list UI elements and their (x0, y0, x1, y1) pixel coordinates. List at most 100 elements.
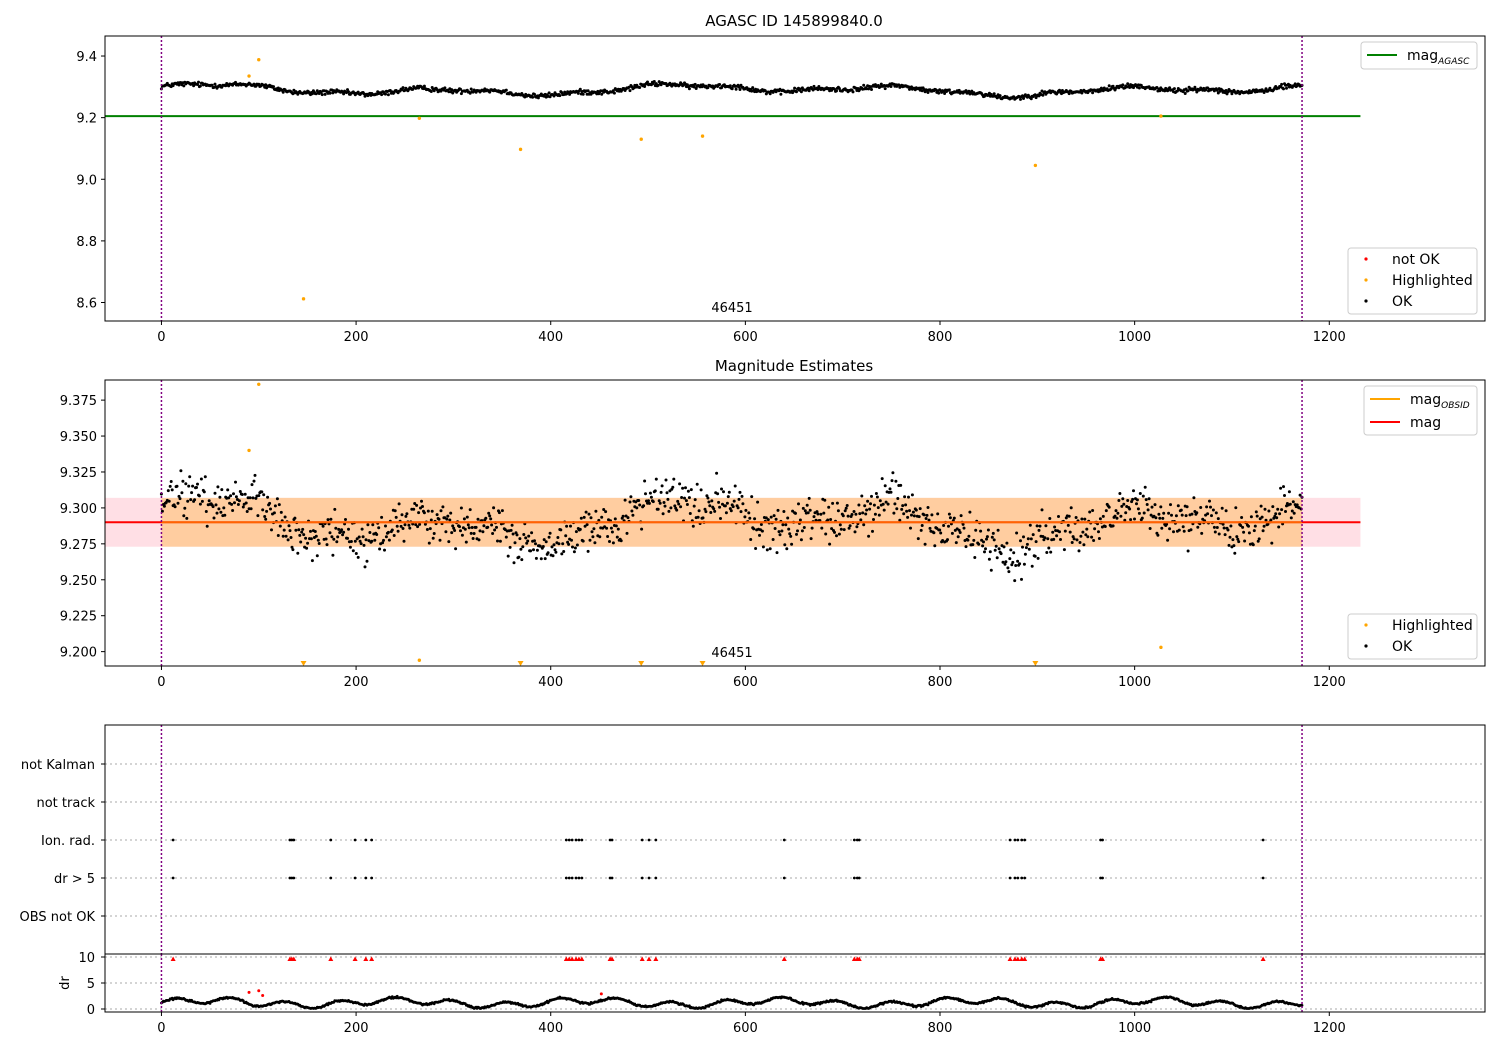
p3-flag-point-2-10 (570, 838, 574, 842)
p3-flag-point-3-17 (647, 876, 651, 880)
p1-ok-point (693, 82, 697, 86)
p2-ok-point (384, 535, 388, 539)
p2-ok-point (1072, 537, 1076, 541)
p2-ok-point (907, 495, 910, 499)
p2-ok-point (394, 515, 398, 519)
p3-flag-point-2-12 (577, 838, 581, 842)
p2-ok-point (653, 489, 657, 493)
p4-ytick-label-0: 0 (87, 1003, 95, 1018)
p1-ok-point (581, 92, 585, 96)
p2-ok-point (183, 506, 187, 510)
p2-ok-point (1180, 513, 1184, 517)
p2-ok-point (920, 524, 924, 527)
p2-ok-point (1159, 505, 1163, 509)
p1-ytick-label-9.0: 9.0 (76, 173, 97, 188)
p3-flag-point-2-9 (567, 838, 571, 842)
p2-ok-point (446, 514, 450, 518)
p2-ok-point (1020, 577, 1023, 581)
p2-ok-point (772, 514, 776, 518)
p2-ok-point (608, 540, 611, 543)
p2-ok-point (346, 536, 349, 540)
p2-ok-point (1212, 525, 1216, 529)
p1-xtick-label-200: 200 (344, 330, 369, 345)
p2-ok-point (587, 512, 591, 516)
p2-ok-point (1022, 535, 1025, 539)
p2-ok-point (591, 535, 595, 539)
p1-ok-point (652, 80, 656, 83)
p3-flag-point-2-19 (782, 838, 786, 842)
p2-ok-point (334, 526, 338, 530)
legend-ok: OK (1392, 294, 1413, 310)
p2-ok-point (1181, 525, 1185, 529)
p2-ok-point (712, 507, 716, 511)
p2-ok-point (1185, 505, 1189, 509)
p2-ok-point (559, 528, 563, 532)
p2-ok-point (679, 505, 683, 509)
p4-over-limit-marker-5 (352, 956, 358, 961)
p2-ok-point (405, 512, 409, 516)
p2-ok-point (525, 541, 529, 545)
p2-ok-point (567, 542, 571, 546)
p2-ok-point (413, 502, 417, 505)
p2-ok-point (600, 515, 604, 519)
p2-ok-point (432, 532, 436, 535)
p2-ok-point (967, 534, 971, 538)
p2-ok-point (1093, 527, 1097, 531)
p2-ok-point (466, 523, 470, 527)
p2-ok-point (344, 518, 347, 521)
p2-ok-point (1287, 490, 1291, 494)
p2-ok-point (241, 505, 245, 509)
p2-ok-point (868, 507, 872, 511)
p2-ok-point (382, 538, 385, 542)
p2-ok-point (1121, 497, 1125, 501)
p1-xtick-label-800: 800 (928, 330, 953, 345)
p1-ok-point (998, 94, 1002, 98)
p2-ok-point (1150, 505, 1154, 509)
p2-ok-point (876, 506, 880, 510)
p2-ok-point (1259, 504, 1263, 508)
p1-highlighted-point-1 (257, 58, 261, 62)
p2-ok-point (1009, 548, 1013, 552)
p2-ok-point (236, 503, 240, 506)
p2-ok-point (1138, 492, 1142, 495)
p2-ok-point (605, 526, 609, 530)
p3-flag-point-2-26 (1020, 838, 1024, 842)
p2-ok-point (983, 550, 986, 554)
p2-ok-point (1161, 516, 1165, 520)
p2-ok-point (1029, 537, 1033, 541)
p3-flag-point-2-23 (1008, 838, 1012, 842)
p2-ok-point (1022, 562, 1026, 566)
p2-ok-point (1019, 539, 1022, 543)
p2-ok-point (276, 534, 280, 537)
p1-ok-point (459, 87, 462, 91)
p2-ok-point (1252, 529, 1256, 533)
p1-ok-point (870, 88, 873, 91)
p2-ok-point (515, 533, 519, 537)
panel2-title: Magnitude Estimates (715, 357, 873, 375)
p2-ok-point (570, 538, 573, 542)
p2-ok-point (1067, 514, 1071, 518)
p2-ok-point (806, 511, 810, 515)
p2-ok-point (1063, 529, 1067, 533)
p2-ok-point (1037, 528, 1041, 532)
p1-highlighted-point-2 (301, 297, 306, 301)
p2-ok-point (1136, 507, 1140, 511)
p2-ok-point (1275, 516, 1279, 520)
p2-ok-point (504, 535, 508, 539)
p2-ok-point (520, 558, 524, 562)
p2-ok-point (1169, 503, 1172, 507)
p2-ok-point (230, 502, 234, 506)
p3-flag-point-2-29 (1101, 838, 1104, 842)
p2-ok-point (304, 536, 308, 540)
p2-ok-point (579, 516, 583, 520)
p4-red-point-2 (261, 993, 265, 997)
p4-xtick-label-0: 0 (157, 1021, 165, 1036)
p2-ok-point (368, 531, 372, 534)
p2-ok-point (1288, 502, 1292, 506)
p2-ok-point (237, 499, 241, 503)
p2-ok-point (222, 506, 226, 510)
p3-category-label-1: not track (36, 796, 95, 811)
p2-ok-point (964, 545, 968, 549)
p2-ok-point (397, 502, 401, 506)
p2-ok-point (205, 524, 209, 528)
